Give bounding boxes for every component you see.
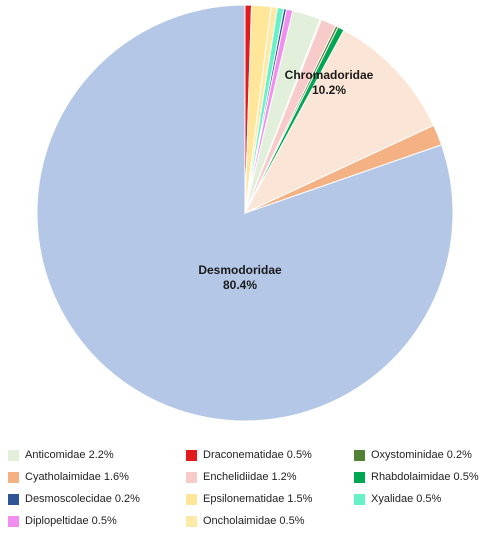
legend-label: Enchelidiidae 1.2% xyxy=(203,471,297,483)
legend-swatch xyxy=(354,471,365,483)
legend-swatch xyxy=(186,471,197,483)
legend-label: Anticomidae 2.2% xyxy=(25,449,114,461)
legend-swatch xyxy=(186,515,197,527)
legend-swatch xyxy=(354,493,365,505)
legend-swatch xyxy=(8,471,19,483)
legend-label: Rhabdolaimidae 0.5% xyxy=(371,471,479,483)
legend-item: Diplopeltidae 0.5% xyxy=(8,513,117,529)
legend-item: Anticomidae 2.2% xyxy=(8,447,114,463)
pie-slice-cyatholaimidae xyxy=(244,124,443,214)
pie-slice-desmodoridae xyxy=(36,4,454,422)
legend-item: Cyatholaimidae 1.6% xyxy=(8,469,129,485)
legend-swatch xyxy=(354,449,365,461)
legend-item: Desmoscolecidae 0.2% xyxy=(8,491,140,507)
legend-label: Cyatholaimidae 1.6% xyxy=(25,471,129,483)
legend-label: Draconematidae 0.5% xyxy=(203,449,312,461)
legend-swatch xyxy=(186,449,197,461)
legend-label: Epsilonematidae 1.5% xyxy=(203,493,313,505)
slice-label-name: Desmodoridae xyxy=(198,263,282,277)
pie-slice-chromadoridae xyxy=(243,29,435,215)
legend-swatch xyxy=(8,449,19,461)
slice-label-percent: 80.4% xyxy=(223,278,257,292)
slice-label-percent: 10.2% xyxy=(312,83,346,97)
legend-item: Oncholaimidae 0.5% xyxy=(186,513,305,529)
legend-item: Draconematidae 0.5% xyxy=(186,447,312,463)
legend-item: Enchelidiidae 1.2% xyxy=(186,469,297,485)
legend-label: Xyalidae 0.5% xyxy=(371,493,442,505)
slice-label-chromadoridae: Chromadoridae 10.2% xyxy=(285,68,374,97)
legend-label: Oxystominidae 0.2% xyxy=(371,449,472,461)
legend-swatch xyxy=(8,493,19,505)
legend-swatch xyxy=(186,493,197,505)
legend-label: Desmoscolecidae 0.2% xyxy=(25,493,140,505)
legend-label: Diplopeltidae 0.5% xyxy=(25,515,117,527)
pie-chart: Desmodoridae 80.4% Chromadoridae 10.2% xyxy=(36,4,454,422)
legend-item: Epsilonematidae 1.5% xyxy=(186,491,312,507)
legend-item: Rhabdolaimidae 0.5% xyxy=(354,469,479,485)
legend-swatch xyxy=(8,515,19,527)
slice-label-desmodoridae: Desmodoridae 80.4% xyxy=(198,263,282,292)
legend-label: Oncholaimidae 0.5% xyxy=(203,515,305,527)
slice-label-name: Chromadoridae xyxy=(285,68,374,82)
legend-item: Xyalidae 0.5% xyxy=(354,491,441,507)
legend-item: Oxystominidae 0.2% xyxy=(354,447,472,463)
